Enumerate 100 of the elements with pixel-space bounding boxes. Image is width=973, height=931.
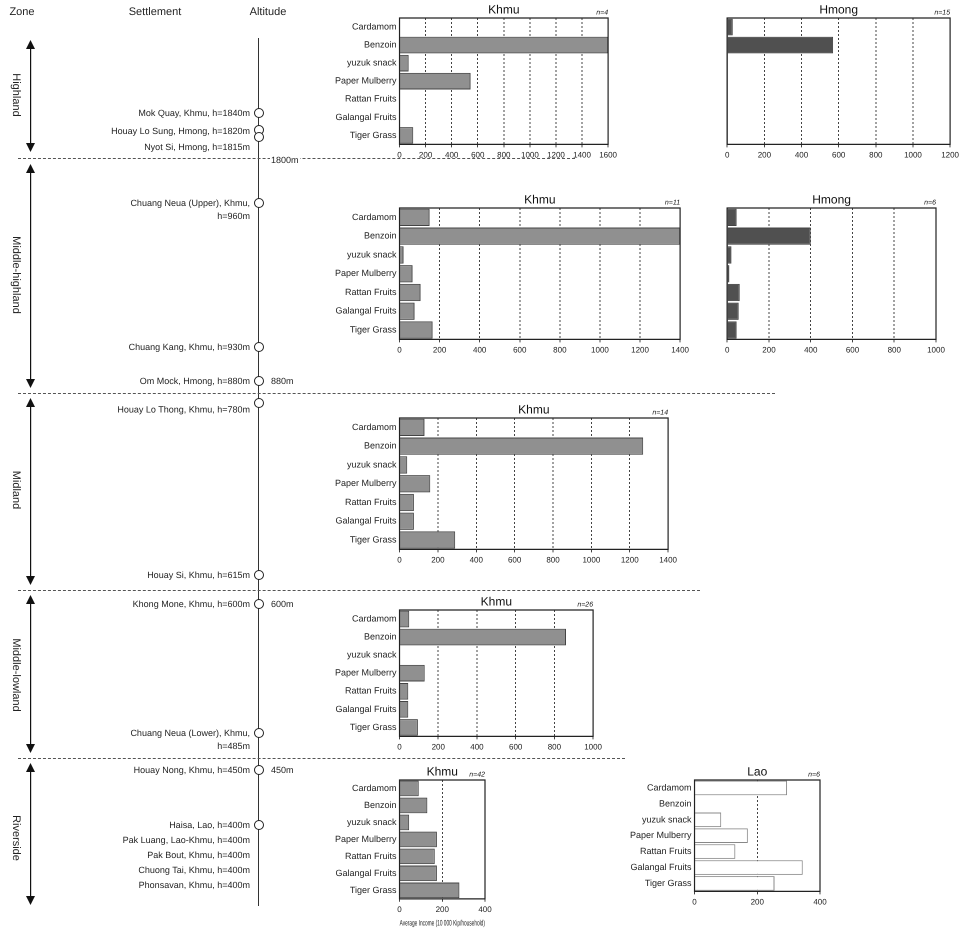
text: Houay Nong, Khmu, h=450m [134, 765, 250, 775]
text: Highland [10, 73, 22, 117]
x-tick-label: 600 [508, 555, 522, 564]
y-tick-label: Benzoin [364, 230, 397, 241]
x-tick-label: 800 [553, 345, 568, 354]
x-tick-label: 400 [470, 555, 484, 564]
y-tick-label: Rattan Fruits [344, 286, 398, 297]
x-tick-label: 800 [888, 345, 902, 354]
x-tick-label: 1000 [584, 742, 603, 752]
text: Chuang Kang, Khmu, h=930m [128, 342, 250, 352]
y-tick-label: Tiger Grass [350, 324, 398, 334]
x-tick-label: 800 [548, 742, 562, 752]
x-tick-label: 1000 [520, 150, 540, 160]
y-tick-label: Galangal Fruits [335, 516, 398, 526]
y-tick-label: Galangal Fruits [335, 704, 398, 714]
x-tick-label: 0 [397, 742, 402, 752]
text: Pak Bout, Khmu, h=400m [147, 850, 250, 860]
x-tick-label: 0 [725, 150, 730, 160]
y-tick-label: Benzoin [364, 40, 397, 50]
y-tick-label: Cardamom [352, 422, 397, 432]
x-tick-label: 400 [478, 904, 492, 914]
x-tick-label: 1000 [904, 150, 922, 160]
chart-title: Lao [747, 764, 768, 778]
y-tick-label: yuzuk snack [346, 249, 398, 260]
text: Mok Quay, Khmu, h=1840m [138, 108, 250, 118]
x-tick-label: 600 [471, 150, 485, 160]
x-tick-label: 200 [762, 345, 776, 354]
y-tick-label: Paper Mulberry [334, 834, 398, 844]
x-tick-label: 1000 [582, 555, 601, 564]
x-tick-label: 0 [397, 555, 402, 564]
y-tick-label: Tiger Grass [644, 878, 692, 888]
y-tick-label: yuzuk snack [346, 816, 398, 827]
x-tick-label: 400 [470, 742, 484, 752]
y-tick-label: yuzuk snack [346, 650, 398, 660]
x-tick-label: 0 [397, 150, 402, 160]
x-tick-label: 600 [508, 742, 523, 752]
text: Chuang Neua (Upper), Khmu, h=960m [129, 197, 250, 223]
text: Chuong Tai, Khmu, h=400m [138, 865, 250, 875]
y-tick-label: Tiger Grass [350, 534, 398, 544]
x-tick-label: 400 [444, 150, 459, 160]
y-tick-label: Cardamom [352, 22, 397, 32]
chart-title: Hmong [812, 192, 851, 206]
y-tick-label: yuzuk snack [346, 58, 398, 68]
x-tick-label: 600 [846, 345, 860, 354]
y-tick-label: Benzoin [658, 798, 692, 808]
text: Riverside [10, 815, 22, 861]
y-tick-label: Paper Mulberry [334, 268, 398, 278]
y-tick-label: Rattan Fruits [344, 686, 398, 696]
x-tick-label: 0 [725, 345, 730, 354]
y-tick-label: Tiger Grass [350, 884, 398, 895]
x-tick-label: 400 [473, 345, 487, 354]
text: Phonsavan, Khmu, h=400m [138, 880, 250, 890]
text: Khong Mone, Khmu, h=600m [132, 599, 250, 609]
x-tick-label: 1400 [659, 555, 678, 564]
x-tick-label: 200 [750, 897, 764, 906]
y-tick-label: Benzoin [364, 632, 397, 642]
x-tick-label: 600 [832, 150, 846, 160]
y-tick-label: yuzuk snack [346, 459, 398, 470]
x-tick-label: 200 [436, 904, 450, 914]
text: Houay Lo Thong, Khmu, h=780m [116, 404, 250, 416]
text: 880m [270, 376, 295, 386]
chart-title: Khmu [524, 192, 556, 206]
y-tick-label: Galangal Fruits [335, 306, 398, 316]
x-tick-label: 800 [546, 555, 560, 564]
text: Midland [10, 470, 22, 510]
chart-title: Khmu [518, 402, 550, 416]
y-tick-label: Tiger Grass [350, 722, 398, 732]
text: Settlement [128, 6, 182, 18]
text: Altitude [250, 6, 286, 18]
x-tick-label: 400 [813, 897, 828, 906]
x-tick-label: 200 [432, 742, 446, 752]
y-tick-label: Benzoin [364, 440, 397, 451]
x-tick-label: 1000 [591, 345, 610, 354]
text: Nyot Si, Hmong, h=1815m [144, 142, 250, 152]
x-tick-label: 1000 [927, 345, 946, 354]
y-tick-label: Galangal Fruits [630, 862, 692, 872]
text: Middle-lowland [10, 638, 22, 712]
y-tick-label: Rattan Fruits [344, 94, 398, 104]
text: Haisa, Lao, h=400m [169, 820, 250, 830]
text: 450m [270, 765, 295, 775]
y-tick-label: Galangal Fruits [335, 868, 398, 878]
chart-title: Hmong [819, 2, 858, 16]
x-tick-label: 1200 [620, 555, 640, 564]
x-tick-label: 800 [497, 150, 512, 160]
x-tick-label: 200 [432, 345, 447, 354]
x-tick-label: 200 [431, 555, 446, 564]
x-tick-label: 1200 [547, 150, 566, 160]
x-tick-label: 400 [804, 345, 818, 354]
x-tick-label: 1600 [599, 150, 618, 160]
text: Houay Lo Sung, Hmong, h=1820m [111, 126, 250, 136]
text: 600m [270, 599, 295, 609]
x-tick-label: 600 [513, 345, 527, 354]
text: Houay Si, Khmu, h=615m [147, 570, 250, 580]
text: Zone [9, 6, 35, 18]
chart-title: Khmu [480, 594, 512, 608]
y-tick-label: Cardamom [352, 614, 397, 624]
y-tick-label: Paper Mulberry [334, 76, 398, 86]
x-tick-label: 400 [794, 150, 809, 160]
x-tick-label: 1400 [671, 345, 690, 354]
y-tick-label: Benzoin [364, 800, 397, 810]
